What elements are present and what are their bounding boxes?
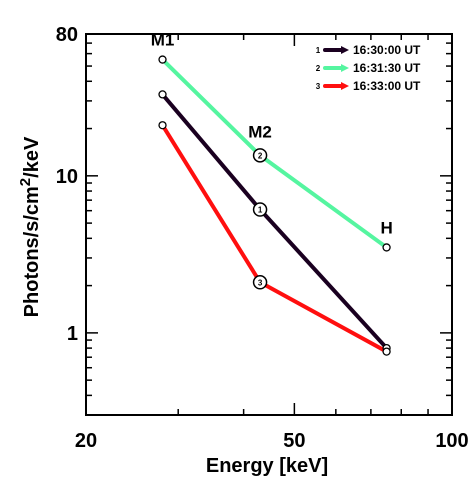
legend-arrowhead — [341, 82, 349, 90]
annotations: M1 M2 H — [151, 31, 393, 238]
plot-frame — [85, 33, 453, 416]
legend: 1 16:30:00 UT 2 16:31:30 UT 3 16:33:00 UT — [316, 43, 421, 93]
legend-index: 3 — [316, 82, 321, 91]
numbered-marker — [252, 148, 268, 163]
series-points: 1 2 3 — [158, 55, 391, 356]
annotation-label: H — [380, 218, 392, 237]
numbered-marker — [252, 202, 268, 217]
data-point — [382, 243, 391, 252]
annotation-label: M1 — [151, 31, 175, 50]
data-point — [158, 55, 167, 64]
y-tick-label: 80 — [56, 24, 78, 46]
data-point — [382, 347, 391, 356]
x-tick-label: 20 — [75, 430, 97, 452]
legend-index: 1 — [316, 46, 321, 55]
marker-number: 2 — [258, 151, 263, 160]
legend-arrowhead — [341, 64, 349, 72]
x-axis-label: Energy [keV] — [206, 455, 328, 477]
marker-number: 3 — [258, 278, 263, 287]
series-line — [160, 123, 389, 354]
legend-label: 16:33:00 UT — [353, 79, 421, 93]
legend-label: 16:31:30 UT — [353, 61, 421, 75]
tick-labels: 20 50 100 1 10 80 — [56, 24, 469, 452]
x-tick-label: 50 — [283, 430, 305, 452]
x-tick-label: 100 — [435, 430, 468, 452]
y-axis-label: Photons/s/cm2/keV — [17, 136, 43, 317]
axis-ticks — [85, 33, 453, 415]
series-lines — [160, 57, 389, 354]
y-tick-label: 10 — [56, 166, 78, 188]
numbered-marker — [252, 275, 268, 290]
legend-label: 16:30:00 UT — [353, 43, 421, 57]
marker-number: 1 — [258, 206, 263, 215]
data-point — [158, 90, 167, 99]
y-tick-label: 1 — [67, 323, 78, 345]
legend-index: 2 — [316, 64, 321, 73]
annotation-label: M2 — [248, 122, 272, 141]
data-point — [158, 121, 167, 130]
legend-arrowhead — [341, 46, 349, 54]
